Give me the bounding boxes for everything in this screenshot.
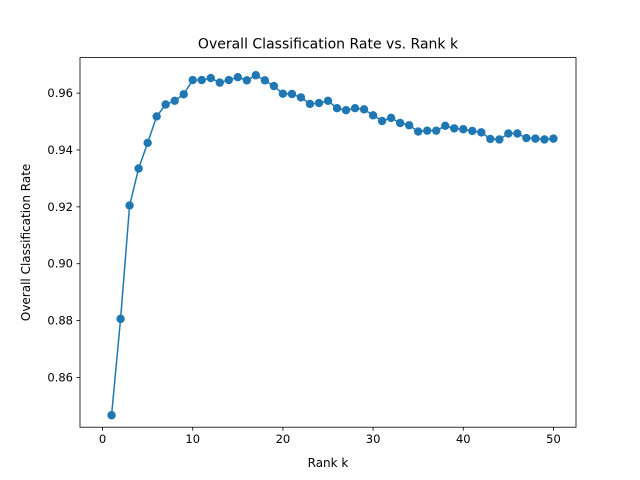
x-tick-label: 0 <box>99 432 106 446</box>
chart-title: Overall Classification Rate vs. Rank k <box>198 37 459 53</box>
data-point <box>332 104 342 113</box>
data-point <box>404 121 414 130</box>
x-tick-label: 30 <box>366 432 381 446</box>
data-point <box>549 134 558 143</box>
data-point <box>305 99 315 109</box>
data-point <box>125 201 134 210</box>
data-point <box>540 135 549 144</box>
y-tick-label: 0.90 <box>47 257 73 271</box>
data-point <box>197 75 206 85</box>
data-point <box>450 124 459 133</box>
x-tick-label: 40 <box>456 432 471 446</box>
y-tick-label: 0.92 <box>47 200 73 214</box>
data-point <box>386 113 396 123</box>
data-point <box>215 78 224 87</box>
y-tick-label: 0.86 <box>47 370 73 384</box>
y-axis-label: Overall Classification Rate <box>19 164 33 321</box>
data-point <box>251 71 261 80</box>
data-point <box>477 128 486 137</box>
x-tick-label: 20 <box>276 432 291 446</box>
x-tick-label: 50 <box>546 432 561 446</box>
x-axis: 0 10 20 30 40 50 <box>99 427 561 446</box>
y-tick-label: 0.88 <box>47 314 73 328</box>
data-point <box>233 73 243 82</box>
y-tick-label: 0.96 <box>47 86 73 100</box>
data-point <box>152 112 161 121</box>
data-point <box>287 89 297 99</box>
x-axis-label: Rank k <box>308 456 349 470</box>
data-point <box>486 134 495 144</box>
data-point <box>206 73 215 83</box>
data-point <box>513 129 522 138</box>
data-point <box>188 75 197 85</box>
data-point <box>269 81 279 91</box>
y-tick-label: 0.94 <box>47 143 73 157</box>
data-point <box>495 135 504 144</box>
data-point <box>413 127 423 136</box>
data-point <box>377 116 387 126</box>
data-point <box>143 138 152 148</box>
x-tick-label: 10 <box>185 432 200 446</box>
data-point <box>468 126 477 136</box>
data-point <box>395 118 405 128</box>
data-point <box>368 111 378 120</box>
data-point <box>314 98 324 108</box>
data-point <box>278 89 288 98</box>
data-point <box>359 105 369 114</box>
plot-layer <box>107 71 558 420</box>
data-point <box>134 164 143 173</box>
data-point <box>350 104 360 113</box>
data-point <box>107 411 116 420</box>
data-point <box>441 121 450 131</box>
data-point <box>522 133 531 143</box>
data-point <box>296 93 306 102</box>
data-point <box>224 75 233 85</box>
data-point <box>341 105 351 115</box>
data-point <box>116 314 125 324</box>
data-point <box>504 129 513 138</box>
data-point <box>459 125 468 134</box>
data-point <box>423 126 432 135</box>
data-point <box>161 100 170 109</box>
data-point <box>531 134 540 143</box>
data-point <box>260 76 270 85</box>
data-point <box>323 96 333 106</box>
data-point <box>179 90 188 99</box>
data-point <box>432 126 441 135</box>
axes-frame <box>79 57 577 428</box>
y-axis: 0.86 0.88 0.90 0.92 0.94 0.96 <box>47 86 80 384</box>
data-point <box>242 76 252 85</box>
data-point <box>170 96 179 106</box>
